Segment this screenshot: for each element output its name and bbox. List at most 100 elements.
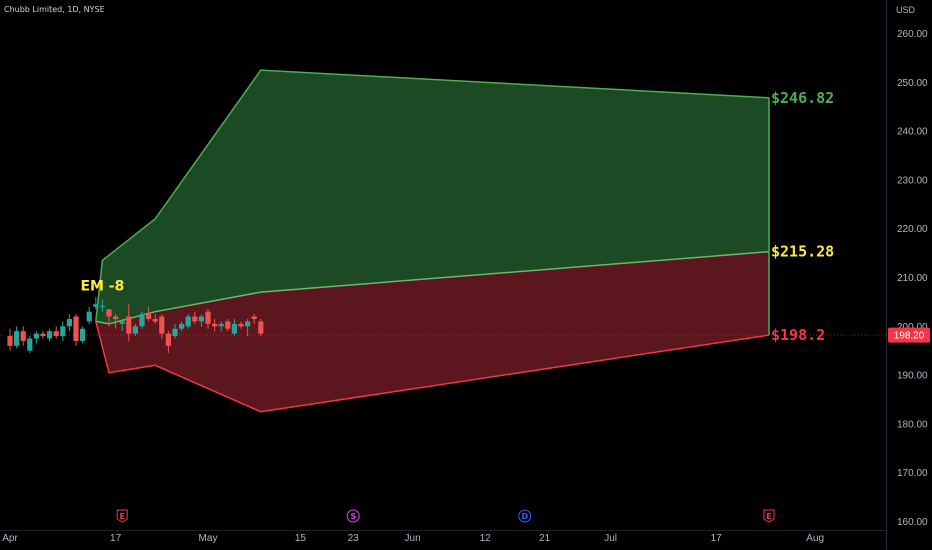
price-tick-label: 250.00	[897, 78, 928, 89]
candle-body	[165, 333, 171, 346]
candle-body	[106, 309, 112, 317]
event-letter: S	[350, 512, 356, 521]
event-letter: E	[766, 512, 771, 521]
candle-body	[126, 316, 132, 334]
candle	[113, 314, 119, 329]
axis-currency-label[interactable]: USD	[896, 5, 916, 15]
candle-body	[73, 316, 79, 341]
time-tick-label: 17	[711, 533, 723, 544]
candle-body	[179, 323, 185, 329]
candle-body	[33, 333, 39, 339]
candle-body	[119, 321, 125, 324]
candle	[185, 314, 191, 329]
candle	[40, 331, 46, 339]
time-tick-label: 21	[539, 533, 551, 544]
time-tick-label: Jul	[604, 533, 617, 544]
time-tick-label: 23	[348, 533, 360, 544]
candle-body	[53, 331, 59, 337]
upper-band-line	[95, 69, 770, 322]
earnings-badge	[763, 509, 775, 523]
candle	[33, 331, 39, 344]
split-badge	[346, 509, 360, 523]
candle-body	[152, 318, 158, 322]
candle	[7, 328, 13, 351]
current-price-tag: 198.20	[888, 327, 930, 343]
candle-body	[192, 316, 198, 322]
price-tick-label: 240.00	[897, 127, 928, 138]
event-letter: E	[119, 512, 124, 521]
candle-body	[218, 323, 224, 327]
lower-target-label: $198.2	[771, 326, 825, 344]
split-event-icon[interactable]: S	[346, 509, 360, 523]
expected-move-label: EM -8	[80, 279, 124, 295]
candle	[218, 321, 224, 332]
candle	[66, 314, 72, 332]
candle-body	[47, 331, 53, 339]
time-tick-label: 12	[480, 533, 492, 544]
candle	[238, 321, 244, 329]
mid-target-label: $215.28	[771, 243, 834, 261]
candle	[159, 314, 165, 339]
candle	[231, 318, 237, 337]
candle	[60, 321, 66, 341]
candle-body	[66, 318, 72, 327]
candle	[251, 314, 257, 324]
candle-body	[60, 326, 66, 337]
time-tick-label: 17	[110, 533, 122, 544]
candle	[80, 326, 86, 344]
price-tick-label: 160.00	[897, 517, 928, 528]
candle-body	[212, 323, 218, 327]
candle	[139, 311, 145, 329]
candle	[245, 318, 251, 337]
candlestick-series	[7, 297, 264, 354]
candle	[132, 323, 138, 337]
band-labels: $246.82 $215.28 $198.2 EM -8	[80, 89, 834, 344]
candle-body	[238, 323, 244, 327]
time-tick-label: Apr	[2, 533, 18, 544]
candle-body	[205, 311, 211, 324]
candle	[27, 336, 33, 354]
candle	[73, 314, 79, 346]
earnings-event-icon[interactable]: E	[116, 509, 128, 523]
candle	[205, 309, 211, 329]
candle-body	[7, 336, 13, 346]
candle	[20, 326, 26, 346]
candle	[14, 326, 20, 349]
earnings-event-icon[interactable]: E	[763, 509, 775, 523]
candle-body	[225, 321, 231, 329]
price-tick-label: 220.00	[897, 224, 928, 235]
dividend-badge	[518, 509, 532, 523]
lower-band-line	[95, 321, 770, 413]
price-tick-label: 190.00	[897, 371, 928, 382]
earnings-badge	[116, 509, 128, 523]
candle-body	[231, 323, 237, 334]
price-tick-label: 200.00	[897, 322, 928, 333]
candle	[53, 326, 59, 339]
symbol-title[interactable]: Chubb Limited, 1D, NYSE	[4, 5, 105, 14]
dividend-event-icon[interactable]: D	[518, 509, 532, 523]
candle-body	[93, 304, 99, 307]
candle	[179, 321, 185, 332]
candle	[172, 323, 178, 339]
candle	[86, 306, 92, 324]
mid-band-line	[95, 250, 770, 325]
candle	[106, 309, 112, 327]
candle-body	[113, 316, 119, 319]
candle-body	[146, 314, 152, 319]
candle	[192, 311, 198, 324]
time-tick-label: Jun	[405, 533, 421, 544]
candle-body	[86, 311, 92, 322]
price-tick-label: 260.00	[897, 29, 928, 40]
price-tick-label: 170.00	[897, 468, 928, 479]
price-tick-label: 210.00	[897, 273, 928, 284]
candle-body	[258, 321, 264, 334]
price-tag-bg	[888, 327, 930, 343]
candle-body	[20, 331, 26, 341]
candle-body	[251, 316, 257, 319]
candle-body	[27, 338, 33, 351]
time-tick-label: 15	[295, 533, 307, 544]
candle	[212, 318, 218, 332]
candle-body	[80, 328, 86, 341]
price-tick-label: 230.00	[897, 175, 928, 186]
